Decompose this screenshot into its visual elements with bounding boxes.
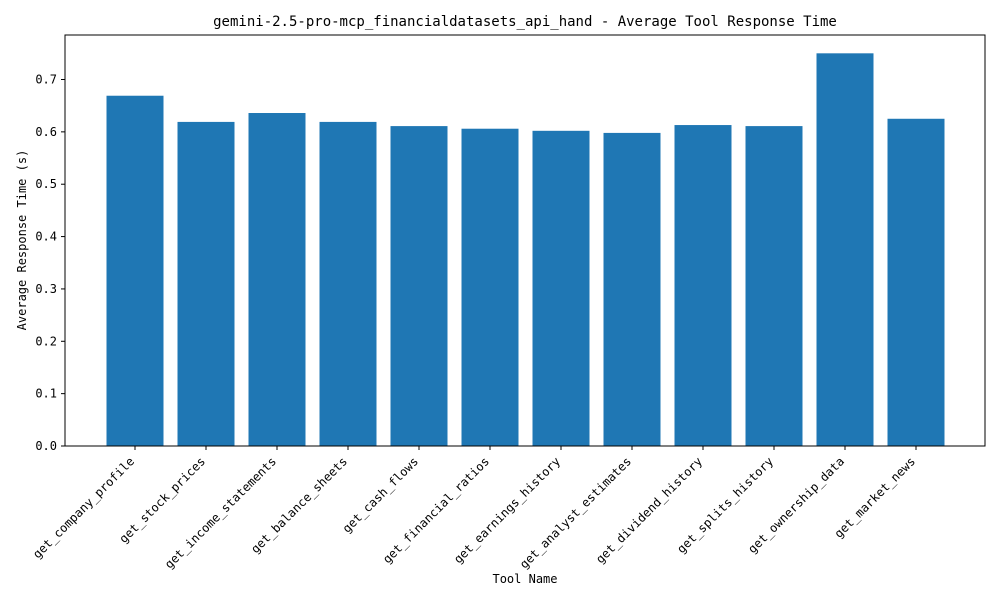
y-tick-label: 0.2 [35, 334, 57, 348]
y-tick-label: 0.7 [35, 73, 57, 87]
x-tick-label: get_market_news [832, 454, 919, 541]
bar-get-balance-sheets [319, 121, 377, 446]
x-tick-label: get_company_profile [30, 454, 137, 561]
chart-title: gemini-2.5-pro-mcp_financialdatasets_api… [213, 14, 837, 30]
bar-get-ownership-data [816, 53, 874, 446]
bar-get-financial-ratios [461, 128, 519, 446]
y-tick-label: 0.1 [35, 387, 57, 401]
bar-get-analyst-estimates [603, 132, 661, 446]
x-tick-label: get_cash_flows [340, 454, 421, 535]
bar-get-market-news [887, 118, 945, 447]
y-tick-label: 0.3 [35, 282, 57, 296]
y-axis-label: Average Response Time (s) [15, 150, 29, 331]
bar-get-cash-flows [390, 126, 448, 446]
y-tick-label: 0.4 [35, 230, 57, 244]
bar-get-dividend-history [674, 125, 732, 447]
y-tick-label: 0.0 [35, 439, 57, 453]
y-tick-label: 0.6 [35, 125, 57, 139]
y-axis-ticks: 0.0 0.1 0.2 0.3 0.4 0.5 0.6 0.7 [35, 73, 65, 453]
bar-get-splits-history [745, 126, 803, 446]
x-axis-ticks: get_company_profileget_stock_pricesget_i… [30, 446, 918, 571]
y-tick-label: 0.5 [35, 177, 57, 191]
bar-get-company-profile [106, 95, 164, 446]
bar-get-stock-prices [177, 121, 235, 446]
bar-get-income-statements [248, 113, 306, 446]
bar-get-earnings-history [532, 130, 590, 446]
x-axis-label: Tool Name [492, 572, 557, 586]
plot-frame [64, 34, 986, 447]
bars-group [106, 53, 945, 447]
